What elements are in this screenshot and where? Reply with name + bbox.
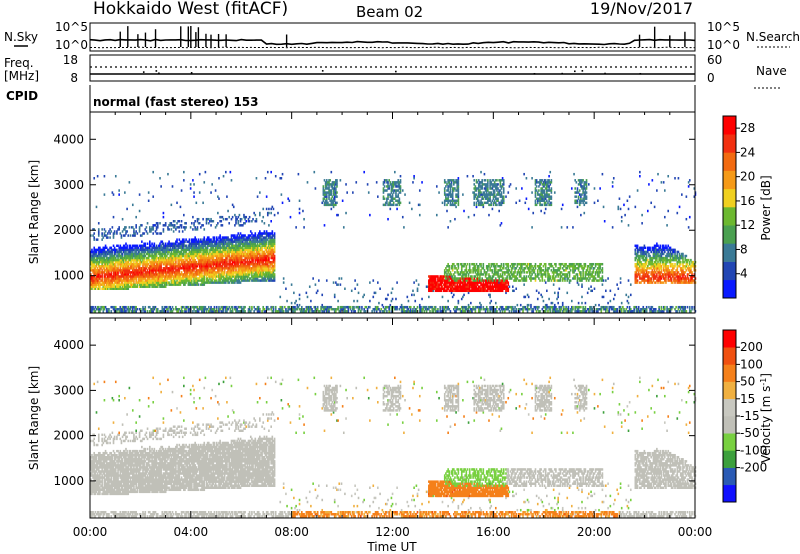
xlabel: Time UT	[366, 540, 417, 554]
nsearch-label: N.Search	[746, 30, 800, 44]
nsearch-tick-high: 10^5	[707, 20, 740, 34]
colorbar-tick-label: 16	[740, 194, 755, 208]
beam-label: Beam 02	[356, 3, 423, 21]
x-tick-label: 00:00	[678, 525, 713, 539]
x-tick-label: 08:00	[274, 525, 309, 539]
colorbar-tick-label: 20	[740, 170, 755, 184]
colorbar-segment	[723, 188, 736, 208]
nsky-panel: 10^5 10^0 10^5 10^0 N.Sky N.Search	[4, 20, 800, 52]
colorbar-segment	[723, 243, 736, 262]
colorbar-tick-label: 100	[740, 357, 763, 371]
colorbar-tick-label: 4	[740, 267, 748, 281]
velocity-ylabel: Slant Range [km]	[27, 366, 41, 470]
colorbar-tick-label: 12	[740, 218, 755, 232]
freq-label: Freq.	[4, 56, 34, 70]
power-colorbar-label: Power [dB]	[759, 175, 773, 240]
colorbar-segment	[723, 381, 736, 400]
cpid-label: CPID	[6, 89, 38, 103]
colorbar-segment	[723, 261, 736, 281]
nsky-label: N.Sky	[4, 30, 38, 44]
y-tick-label: 2000	[53, 429, 84, 443]
freq-unit: [MHz]	[4, 69, 39, 83]
date-label: 19/Nov/2017	[590, 0, 693, 18]
x-tick-label: 20:00	[577, 525, 612, 539]
colorbar-segment	[723, 116, 736, 135]
colorbar-segment	[723, 152, 736, 171]
nave-label: Nave	[756, 64, 787, 78]
x-tick-label: 00:00	[73, 525, 108, 539]
power-ylabel: Slant Range [km]	[27, 160, 41, 264]
colorbar-tick-label: 200	[740, 340, 763, 354]
colorbar-tick-label: 15	[740, 392, 755, 406]
y-tick-label: 4000	[53, 132, 84, 146]
colorbar-segment	[723, 170, 736, 190]
colorbar-tick-label: 28	[740, 121, 755, 135]
colorbar-segment	[723, 398, 736, 417]
colorbar-segment	[723, 433, 736, 451]
colorbar-tick-label: -200	[740, 461, 767, 475]
y-tick-label: 1000	[53, 474, 84, 488]
velocity-heatmap	[90, 376, 697, 518]
axes: 1000 2000 3000 4000 1000 2000 3000 4000 00:00 04:…	[53, 112, 712, 539]
colorbar-segment	[723, 279, 736, 299]
y-tick-label: 1000	[53, 269, 84, 283]
x-tick-label: 12:00	[375, 525, 410, 539]
colorbar-tick-label: -50	[740, 426, 760, 440]
power-colorbar: 4 8 12 16 20 24 28	[722, 115, 755, 299]
colorbar-tick-label: 8	[740, 242, 748, 256]
colorbar-segment	[723, 364, 736, 382]
velocity-colorbar: 200 100 50 15 -15 -50 -100 -200	[722, 329, 767, 503]
y-tick-label: 2000	[53, 223, 84, 237]
nsky-tick-high: 10^5	[55, 20, 88, 34]
y-tick-label: 4000	[53, 338, 84, 352]
radar-title: Hokkaido West (fitACF)	[93, 0, 288, 19]
colorbar-tick-label: -100	[740, 443, 767, 457]
power-heatmap	[90, 170, 697, 313]
velocity-colorbar-label: Velocity [m s-1]	[759, 373, 774, 463]
colorbar-segment	[723, 134, 736, 153]
freq-tick-high: 18	[63, 53, 78, 67]
colorbar-segment	[723, 347, 736, 365]
colorbar-segment	[723, 416, 736, 434]
colorbar-tick-label: 24	[740, 145, 755, 159]
colorbar-segment	[723, 207, 736, 226]
colorbar-tick-label: -15	[740, 409, 760, 423]
y-tick-label: 3000	[53, 383, 84, 397]
colorbar-segment	[723, 467, 736, 486]
freq-tick-low: 8	[70, 71, 78, 85]
y-tick-label: 3000	[53, 178, 84, 192]
nsearch-tick-low: 10^0	[707, 38, 740, 52]
colorbar-segment	[723, 330, 736, 348]
x-tick-label: 04:00	[174, 525, 209, 539]
freq-panel: Freq. [MHz] 18 8 60 0 Nave	[4, 53, 787, 89]
colorbar-tick-label: 50	[740, 375, 755, 389]
colorbar-segment	[723, 450, 736, 468]
cpid-value: normal (fast stereo) 153	[93, 95, 259, 109]
nsky-tick-low: 10^0	[55, 38, 88, 52]
nave-tick-high: 60	[707, 53, 722, 67]
colorbar-segment	[723, 225, 736, 244]
x-tick-label: 16:00	[476, 525, 511, 539]
cpid-panel: CPID normal (fast stereo) 153	[6, 85, 696, 112]
colorbar-segment	[723, 484, 736, 503]
nave-tick-low: 0	[707, 71, 715, 85]
